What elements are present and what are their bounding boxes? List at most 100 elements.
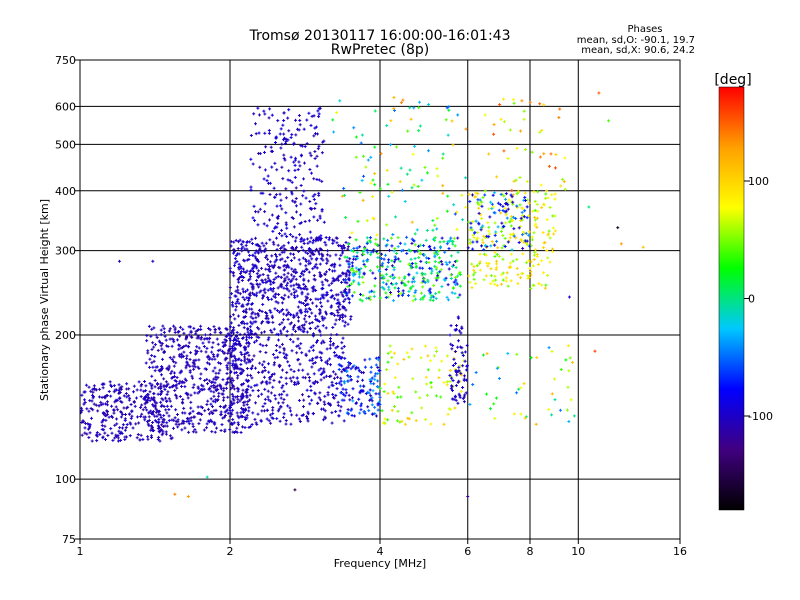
data-point — [130, 414, 134, 418]
data-point — [412, 294, 416, 298]
data-point — [465, 344, 469, 348]
data-point — [500, 230, 504, 234]
data-point — [301, 405, 305, 409]
data-point — [160, 342, 164, 346]
data-point — [521, 252, 525, 256]
data-point — [506, 157, 510, 161]
data-point — [268, 192, 272, 196]
data-point — [516, 282, 520, 286]
data-point — [296, 358, 300, 362]
data-point — [451, 363, 455, 367]
data-point — [547, 229, 551, 233]
data-point — [152, 391, 156, 395]
data-point — [236, 394, 240, 398]
data-point — [210, 420, 214, 424]
data-point — [166, 390, 170, 394]
data-point — [503, 206, 507, 210]
data-point — [267, 298, 271, 302]
data-point — [535, 225, 539, 229]
data-point — [263, 131, 267, 135]
data-point — [336, 355, 340, 359]
data-point — [435, 227, 439, 231]
data-point — [398, 259, 402, 263]
data-point — [103, 424, 107, 428]
data-point — [274, 236, 278, 240]
data-point — [272, 361, 276, 365]
data-point — [236, 400, 240, 404]
data-point — [332, 297, 336, 301]
data-point — [350, 261, 354, 265]
data-point — [390, 244, 394, 248]
data-point — [214, 408, 218, 412]
chart-title: Tromsø 20130117 16:00:00-16:01:43 — [249, 28, 511, 44]
data-point — [197, 422, 201, 426]
data-point — [312, 372, 316, 376]
data-point — [251, 316, 255, 320]
data-point — [495, 259, 499, 263]
data-point — [454, 278, 458, 282]
data-point — [149, 424, 153, 428]
data-point — [241, 388, 245, 392]
data-point — [320, 151, 324, 155]
data-point — [157, 410, 161, 414]
data-point — [362, 174, 366, 178]
data-point — [480, 238, 484, 242]
data-point — [368, 357, 372, 361]
data-point — [125, 423, 129, 427]
data-point — [87, 436, 91, 440]
data-point — [460, 193, 464, 197]
data-point — [371, 178, 375, 182]
data-point — [105, 403, 109, 407]
data-point — [228, 428, 232, 432]
data-point — [168, 329, 172, 333]
data-point — [426, 354, 430, 358]
data-point — [293, 163, 297, 167]
data-point — [389, 290, 393, 294]
colorbar-tick-label: -100 — [748, 410, 773, 423]
data-point — [155, 414, 159, 418]
data-point — [254, 401, 258, 405]
data-point — [245, 395, 249, 399]
data-point — [281, 368, 285, 372]
data-point — [185, 361, 189, 365]
data-point — [290, 267, 294, 271]
data-point — [597, 91, 601, 95]
data-point — [189, 393, 193, 397]
data-point — [197, 358, 201, 362]
data-point — [344, 215, 348, 219]
data-point — [298, 164, 302, 168]
data-point — [168, 327, 172, 331]
data-point — [315, 177, 319, 181]
data-point — [295, 376, 299, 380]
data-point — [361, 378, 365, 382]
data-point — [328, 363, 332, 367]
data-point — [373, 172, 377, 176]
data-point — [294, 197, 298, 201]
data-point — [185, 354, 189, 358]
data-point — [376, 358, 380, 362]
data-point — [340, 370, 344, 374]
data-point — [151, 403, 155, 407]
data-point — [197, 367, 201, 371]
data-point — [349, 317, 353, 321]
data-point — [547, 346, 551, 350]
data-point — [120, 385, 124, 389]
data-point — [232, 367, 236, 371]
data-point — [429, 385, 433, 389]
data-point — [541, 246, 545, 250]
data-point — [325, 279, 329, 283]
data-point — [162, 405, 166, 409]
data-point — [289, 259, 293, 263]
data-point — [341, 249, 345, 253]
data-point — [174, 361, 178, 365]
data-point — [284, 376, 288, 380]
data-point — [193, 391, 197, 395]
data-point — [145, 393, 149, 397]
data-point — [239, 358, 243, 362]
x-tick-label: 2 — [227, 545, 234, 558]
data-point — [333, 313, 337, 317]
data-point — [244, 390, 248, 394]
data-point — [280, 207, 284, 211]
data-point — [421, 266, 425, 270]
data-point — [174, 408, 178, 412]
